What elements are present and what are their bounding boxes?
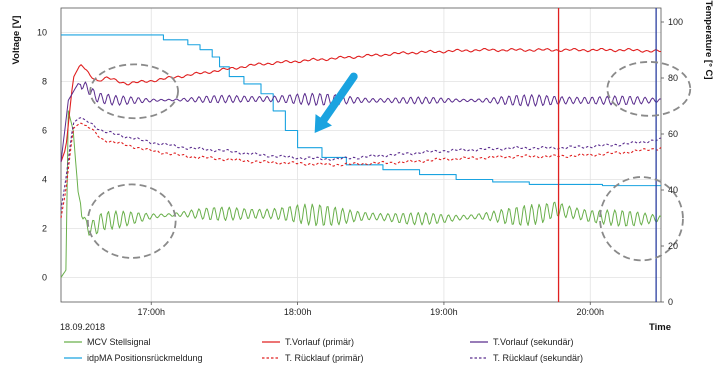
y-left-tick-label: 2 [42, 224, 47, 234]
y-right-tick-label: 100 [668, 17, 683, 27]
y-left-tick-label: 6 [42, 126, 47, 136]
legend-item-0: MCV Stellsignal [64, 337, 151, 347]
x-tick-label: 19:00h [430, 307, 458, 317]
y-left-tick-label: 8 [42, 77, 47, 87]
legend-label: T.Vorlauf (sekundär) [493, 337, 574, 347]
annotation-ellipse-1 [86, 183, 177, 259]
legend-label: T. Rücklauf (primär) [285, 353, 364, 363]
y-left-tick-label: 0 [42, 273, 47, 283]
series-line-3 [60, 81, 662, 163]
annotation-arrow-shaft [319, 72, 358, 124]
y-axis-left-ticks: 0 2 4 6 8 10 [37, 28, 47, 283]
legend: MCV Stellsignal T.Vorlauf (primär) T.Vorla… [64, 337, 583, 363]
annotation-ellipse-2 [606, 60, 692, 117]
vertical-markers [557, 8, 657, 302]
y-left-tick-label: 4 [42, 175, 47, 185]
y-axis-right-ticks: 0 20 40 60 80 100 [661, 17, 683, 307]
legend-label: T. Rücklauf (sekundär) [493, 353, 583, 363]
legend-item-2: T.Vorlauf (primär) [262, 337, 354, 347]
annotation-ellipse-0 [89, 63, 179, 120]
legend-label: idpMA Positionsrückmeldung [87, 353, 203, 363]
y-axis-left-title: Voltage [V] [11, 16, 22, 65]
y-axis-right-title: Temperature [° C] [703, 0, 714, 79]
legend-item-4: T. Rücklauf (primär) [262, 353, 364, 363]
legend-item-3: T.Vorlauf (sekundär) [470, 337, 574, 347]
series-line-2 [60, 47, 662, 163]
x-axis-title: Time [649, 322, 671, 333]
y-right-tick-label: 40 [668, 185, 678, 195]
y-left-tick-label: 10 [37, 28, 47, 38]
x-tick-label: 20:00h [577, 307, 605, 317]
series-line-1 [61, 34, 661, 187]
x-tick-label: 18:00h [284, 307, 312, 317]
legend-label: MCV Stellsignal [87, 337, 151, 347]
plot-frame [60, 7, 662, 303]
x-axis-ticks: 17:00h 18:00h 19:00h 20:00h [137, 302, 604, 317]
y-right-tick-label: 60 [668, 129, 678, 139]
series-line-0 [60, 110, 662, 278]
series-layer [60, 34, 662, 278]
annotations [86, 60, 692, 262]
plot-border [60, 7, 662, 303]
y-right-tick-label: 80 [668, 73, 678, 83]
y-right-tick-label: 20 [668, 241, 678, 251]
legend-item-5: T. Rücklauf (sekundär) [470, 353, 583, 363]
y-right-tick-label: 0 [668, 297, 673, 307]
gridlines [61, 8, 661, 302]
legend-label: T.Vorlauf (primär) [285, 337, 354, 347]
legend-item-1: idpMA Positionsrückmeldung [64, 353, 203, 363]
date-label: 18.09.2018 [60, 322, 105, 332]
x-tick-label: 17:00h [137, 307, 165, 317]
annotation-arrow-head [314, 114, 332, 133]
